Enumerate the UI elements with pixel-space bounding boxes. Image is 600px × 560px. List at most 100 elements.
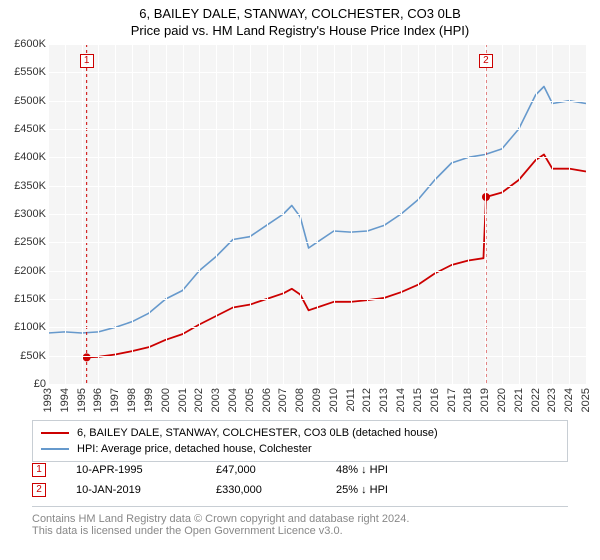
gridline-v: [82, 44, 83, 384]
x-tick-label: 2009: [311, 388, 323, 412]
x-tick-label: 1997: [109, 388, 121, 412]
y-tick-label: £150K: [2, 293, 46, 305]
marker-dot: [83, 353, 91, 361]
transactions-table: 110-APR-1995£47,00048% ↓ HPI210-JAN-2019…: [32, 460, 568, 500]
y-tick-label: £450K: [2, 123, 46, 135]
x-tick-label: 2007: [277, 388, 289, 412]
x-tick-label: 2012: [361, 388, 373, 412]
x-tick-label: 2014: [395, 388, 407, 412]
x-tick-label: 2005: [244, 388, 256, 412]
legend-swatch: [41, 432, 69, 434]
legend-label: HPI: Average price, detached house, Colc…: [77, 443, 312, 455]
x-tick-label: 2010: [328, 388, 340, 412]
legend-row: 6, BAILEY DALE, STANWAY, COLCHESTER, CO3…: [41, 425, 559, 441]
gridline-v: [586, 44, 587, 384]
legend-label: 6, BAILEY DALE, STANWAY, COLCHESTER, CO3…: [77, 427, 438, 439]
x-tick-label: 2002: [193, 388, 205, 412]
x-tick-label: 1994: [59, 388, 71, 412]
gridline-v: [468, 44, 469, 384]
x-tick-label: 2021: [513, 388, 525, 412]
gridline-v: [115, 44, 116, 384]
x-tick-label: 2004: [227, 388, 239, 412]
copyright-line2: This data is licensed under the Open Gov…: [32, 525, 568, 537]
x-tick-label: 2016: [429, 388, 441, 412]
copyright: Contains HM Land Registry data © Crown c…: [32, 506, 568, 537]
gridline-v: [250, 44, 251, 384]
x-tick-label: 2020: [496, 388, 508, 412]
x-tick-label: 2023: [546, 388, 558, 412]
transaction-badge: 1: [32, 463, 46, 477]
gridline-v: [233, 44, 234, 384]
transaction-price: £47,000: [216, 464, 306, 476]
marker-callout-2: 2: [479, 54, 493, 68]
x-tick-label: 1995: [76, 388, 88, 412]
y-tick-label: £200K: [2, 265, 46, 277]
x-tick-label: 2000: [160, 388, 172, 412]
gridline-v: [569, 44, 570, 384]
x-tick-label: 1996: [92, 388, 104, 412]
x-tick-label: 2022: [530, 388, 542, 412]
gridline-v: [199, 44, 200, 384]
gridline-v: [65, 44, 66, 384]
y-tick-label: £550K: [2, 66, 46, 78]
x-tick-label: 2018: [462, 388, 474, 412]
y-tick-label: £400K: [2, 151, 46, 163]
transaction-price: £330,000: [216, 484, 306, 496]
transaction-delta: 25% ↓ HPI: [336, 484, 388, 496]
gridline-v: [98, 44, 99, 384]
gridline-v: [300, 44, 301, 384]
chart-title-line2: Price paid vs. HM Land Registry's House …: [0, 23, 600, 38]
transaction-delta: 48% ↓ HPI: [336, 464, 388, 476]
x-tick-label: 2025: [580, 388, 592, 412]
gridline-v: [267, 44, 268, 384]
x-tick-label: 2015: [412, 388, 424, 412]
legend-swatch: [41, 448, 69, 450]
gridline-v: [485, 44, 486, 384]
x-tick-label: 1993: [42, 388, 54, 412]
x-tick-label: 1999: [143, 388, 155, 412]
gridline-v: [519, 44, 520, 384]
y-tick-label: £350K: [2, 180, 46, 192]
gridline-v: [452, 44, 453, 384]
gridline-v: [283, 44, 284, 384]
legend: 6, BAILEY DALE, STANWAY, COLCHESTER, CO3…: [32, 420, 568, 462]
x-tick-label: 2019: [479, 388, 491, 412]
gridline-v: [401, 44, 402, 384]
chart-title-line1: 6, BAILEY DALE, STANWAY, COLCHESTER, CO3…: [0, 0, 600, 21]
y-tick-label: £600K: [2, 38, 46, 50]
gridline-v: [552, 44, 553, 384]
transaction-date: 10-JAN-2019: [76, 484, 186, 496]
gridline-v: [132, 44, 133, 384]
gridline-v: [216, 44, 217, 384]
gridline-v: [435, 44, 436, 384]
y-tick-label: £100K: [2, 321, 46, 333]
gridline-v: [367, 44, 368, 384]
y-tick-label: £300K: [2, 208, 46, 220]
gridline-v: [351, 44, 352, 384]
gridline-v: [334, 44, 335, 384]
chart-area: £0 £50K £100K £150K £200K £250K £300K £350K £400…: [0, 44, 600, 414]
y-tick-label: £500K: [2, 95, 46, 107]
x-tick-label: 2006: [261, 388, 273, 412]
x-tick-label: 2003: [210, 388, 222, 412]
plot-area: [48, 44, 586, 384]
transaction-badge: 2: [32, 483, 46, 497]
gridline-v: [183, 44, 184, 384]
x-tick-label: 2011: [345, 388, 357, 412]
transaction-row: 110-APR-1995£47,00048% ↓ HPI: [32, 460, 568, 480]
x-tick-label: 2013: [378, 388, 390, 412]
transaction-row: 2 10-JAN-2019 £330,000 25% ↓ HPI: [32, 480, 568, 500]
gridline-v: [384, 44, 385, 384]
gridline-v: [48, 44, 49, 384]
gridline-v: [317, 44, 318, 384]
x-tick-label: 2001: [177, 388, 189, 412]
x-tick-label: 1998: [126, 388, 138, 412]
y-tick-label: £0: [2, 378, 46, 390]
y-tick-label: £50K: [2, 350, 46, 362]
marker-callout-1: 1: [80, 54, 94, 68]
legend-row: HPI: Average price, detached house, Colc…: [41, 441, 559, 457]
gridline-v: [166, 44, 167, 384]
x-tick-label: 2024: [563, 388, 575, 412]
y-tick-label: £250K: [2, 236, 46, 248]
copyright-line1: Contains HM Land Registry data © Crown c…: [32, 513, 568, 525]
